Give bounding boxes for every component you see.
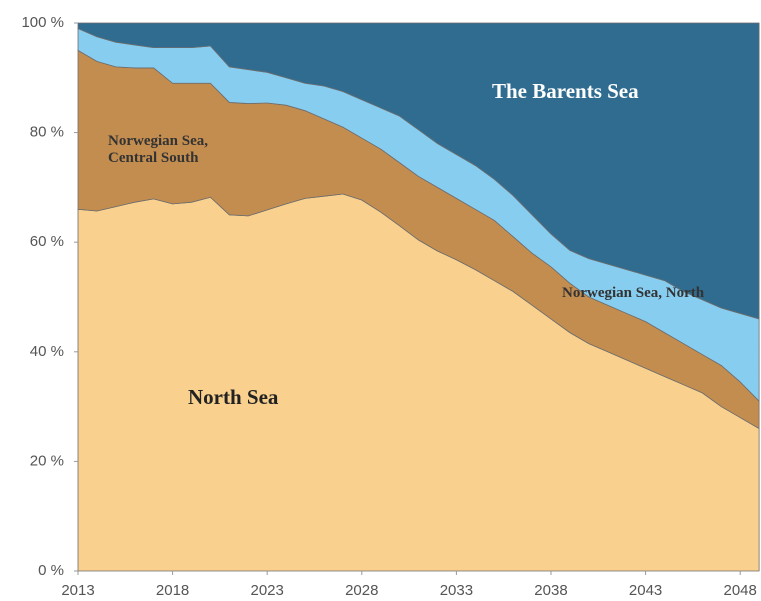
area-label: Norwegian Sea, North	[562, 285, 705, 301]
y-tick-label: 40 %	[30, 343, 64, 360]
y-tick-label: 100 %	[21, 14, 64, 31]
y-tick-label: 60 %	[30, 233, 64, 250]
y-tick-label: 0 %	[38, 562, 64, 579]
x-tick-label: 2043	[629, 582, 662, 599]
x-tick-label: 2048	[724, 582, 757, 599]
y-tick-label: 20 %	[30, 452, 64, 469]
x-tick-label: 2023	[251, 582, 284, 599]
area-label: Norwegian Sea, Central South	[108, 133, 208, 167]
x-tick-label: 2018	[156, 582, 189, 599]
y-tick-label: 80 %	[30, 124, 64, 141]
x-tick-label: 2013	[61, 582, 94, 599]
x-tick-label: 2038	[534, 582, 567, 599]
area-label: The Barents Sea	[492, 79, 639, 103]
x-tick-label: 2028	[345, 582, 378, 599]
area-label: North Sea	[188, 385, 279, 409]
area	[77, 22, 760, 320]
x-tick-label: 2033	[440, 582, 473, 599]
